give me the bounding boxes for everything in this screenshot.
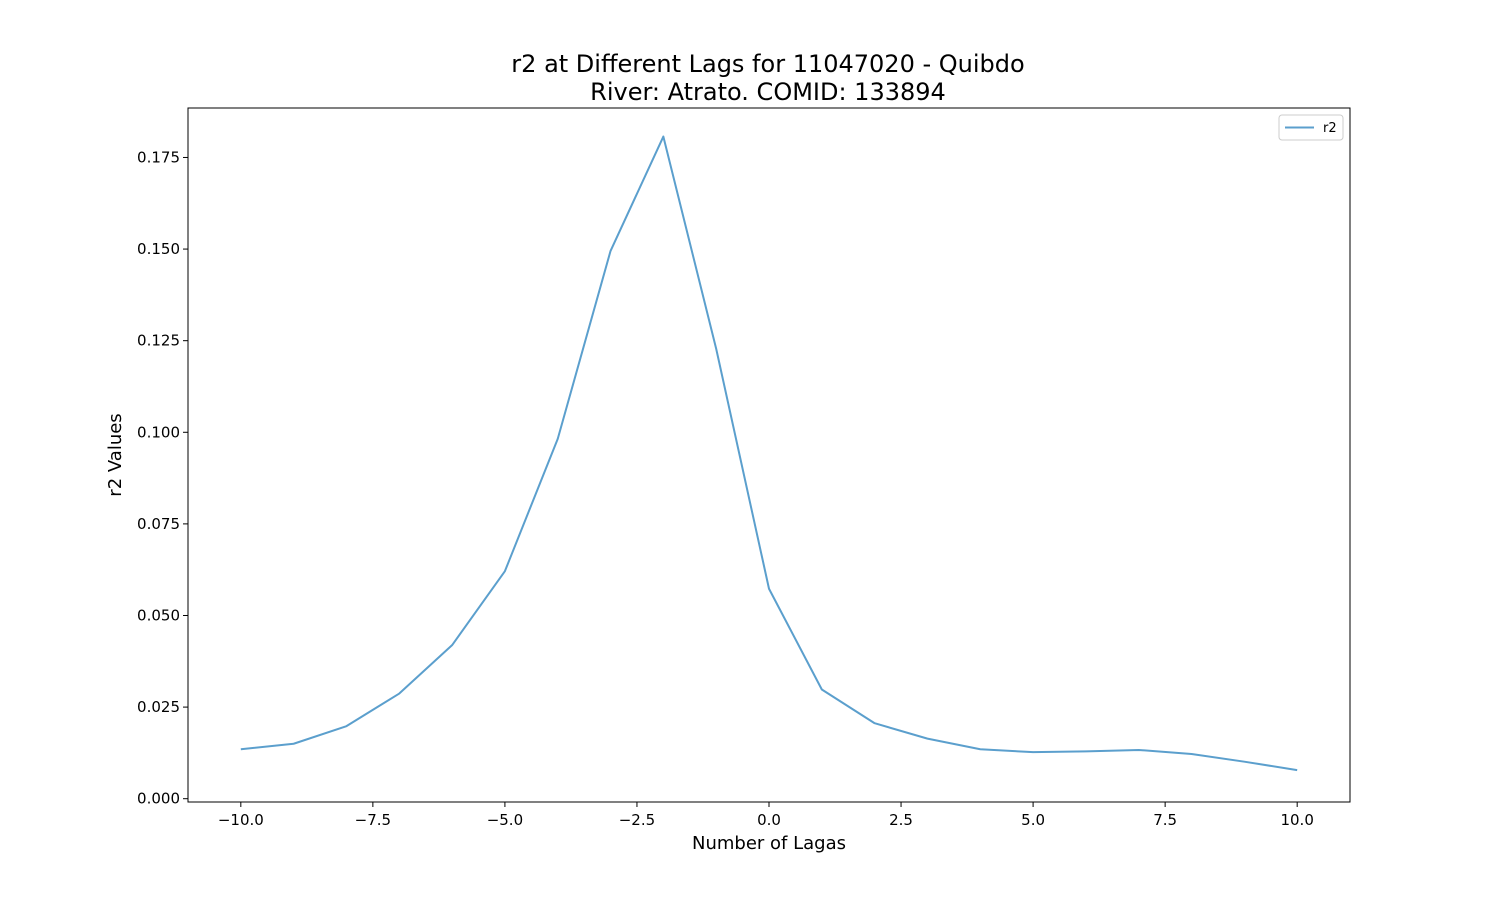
axes-ticks: −10.0 −7.5 −5.0 −2.5 0.0 2.5 5.0 7.5 10.0 0.000 0.… — [137, 148, 1314, 829]
x-tick-label: −5.0 — [487, 811, 523, 829]
x-tick-label: 7.5 — [1153, 811, 1177, 829]
y-tick-label: 0.175 — [137, 148, 180, 166]
y-tick-label: 0.025 — [137, 698, 180, 716]
y-tick-label: 0.100 — [137, 423, 180, 441]
x-tick-label: −10.0 — [218, 811, 264, 829]
legend-label: r2 — [1323, 121, 1337, 136]
x-tick-label: 5.0 — [1021, 811, 1045, 829]
series-line-r2 — [240, 135, 1298, 772]
x-tick-label: −7.5 — [355, 811, 391, 829]
legend: r2 — [1278, 114, 1344, 141]
chart-title-line1: r2 at Different Lags for 11047020 - Quib… — [511, 50, 1024, 78]
chart-title-line2: River: Atrato. COMID: 133894 — [590, 78, 946, 106]
x-tick-label: −2.5 — [619, 811, 655, 829]
plot-frame — [187, 107, 1351, 803]
x-tick-label: 10.0 — [1280, 811, 1313, 829]
y-tick-label: 0.075 — [137, 515, 180, 533]
series-layer — [240, 135, 1298, 772]
y-tick-label: 0.000 — [137, 790, 180, 808]
y-tick-label: 0.150 — [137, 240, 180, 258]
y-tick-label: 0.050 — [137, 606, 180, 624]
x-tick-label: 2.5 — [889, 811, 913, 829]
x-axis-label: Number of Lagas — [692, 833, 846, 854]
x-tick-label: 0.0 — [757, 811, 781, 829]
y-axis-label: r2 Values — [105, 413, 126, 496]
y-tick-label: 0.125 — [137, 332, 180, 350]
